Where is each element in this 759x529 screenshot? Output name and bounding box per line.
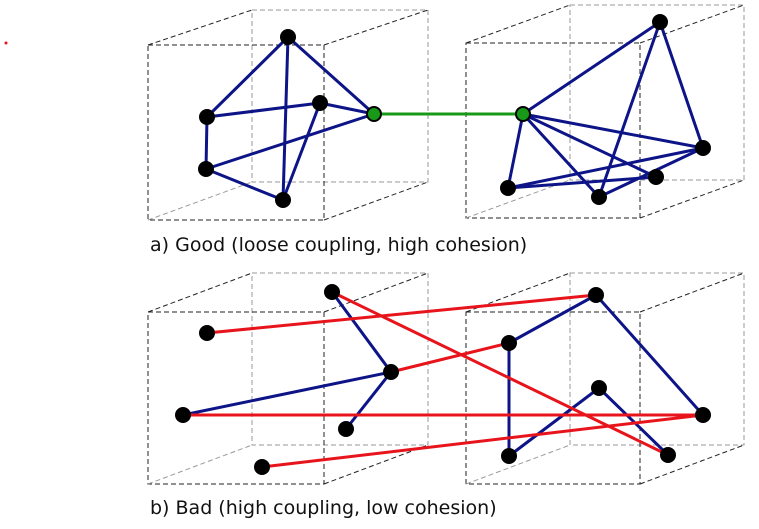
node [695, 140, 711, 156]
node [500, 180, 516, 196]
node [383, 364, 399, 380]
bad-module-1-box [147, 272, 429, 485]
node [501, 335, 517, 351]
good-module-2-edges [506, 20, 705, 199]
bad-blue-edges [181, 290, 705, 458]
good-module-1-edges [204, 35, 376, 202]
node [648, 169, 664, 185]
node [198, 161, 214, 177]
node [324, 284, 340, 300]
node [588, 287, 604, 303]
caption-good: a) Good (loose coupling, high cohesion) [150, 234, 528, 256]
good-module-1-box [147, 9, 429, 221]
node [199, 325, 215, 341]
good-nodes [198, 14, 711, 208]
node [312, 95, 328, 111]
node [652, 14, 668, 30]
interface-node [515, 106, 531, 122]
node [591, 189, 607, 205]
bad-panel [147, 272, 745, 485]
node [254, 459, 270, 475]
node [591, 380, 607, 396]
node [660, 447, 676, 463]
node [501, 448, 517, 464]
good-panel [147, 4, 745, 221]
node [695, 407, 711, 423]
node [275, 192, 291, 208]
node [175, 407, 191, 423]
node [199, 109, 215, 125]
bad-red-edges [181, 290, 705, 469]
bad-nodes [175, 284, 711, 475]
node [338, 421, 354, 437]
stray-mark [4, 41, 8, 45]
node [280, 29, 296, 45]
interface-node [366, 106, 382, 122]
caption-bad: b) Bad (high coupling, low cohesion) [150, 497, 497, 519]
